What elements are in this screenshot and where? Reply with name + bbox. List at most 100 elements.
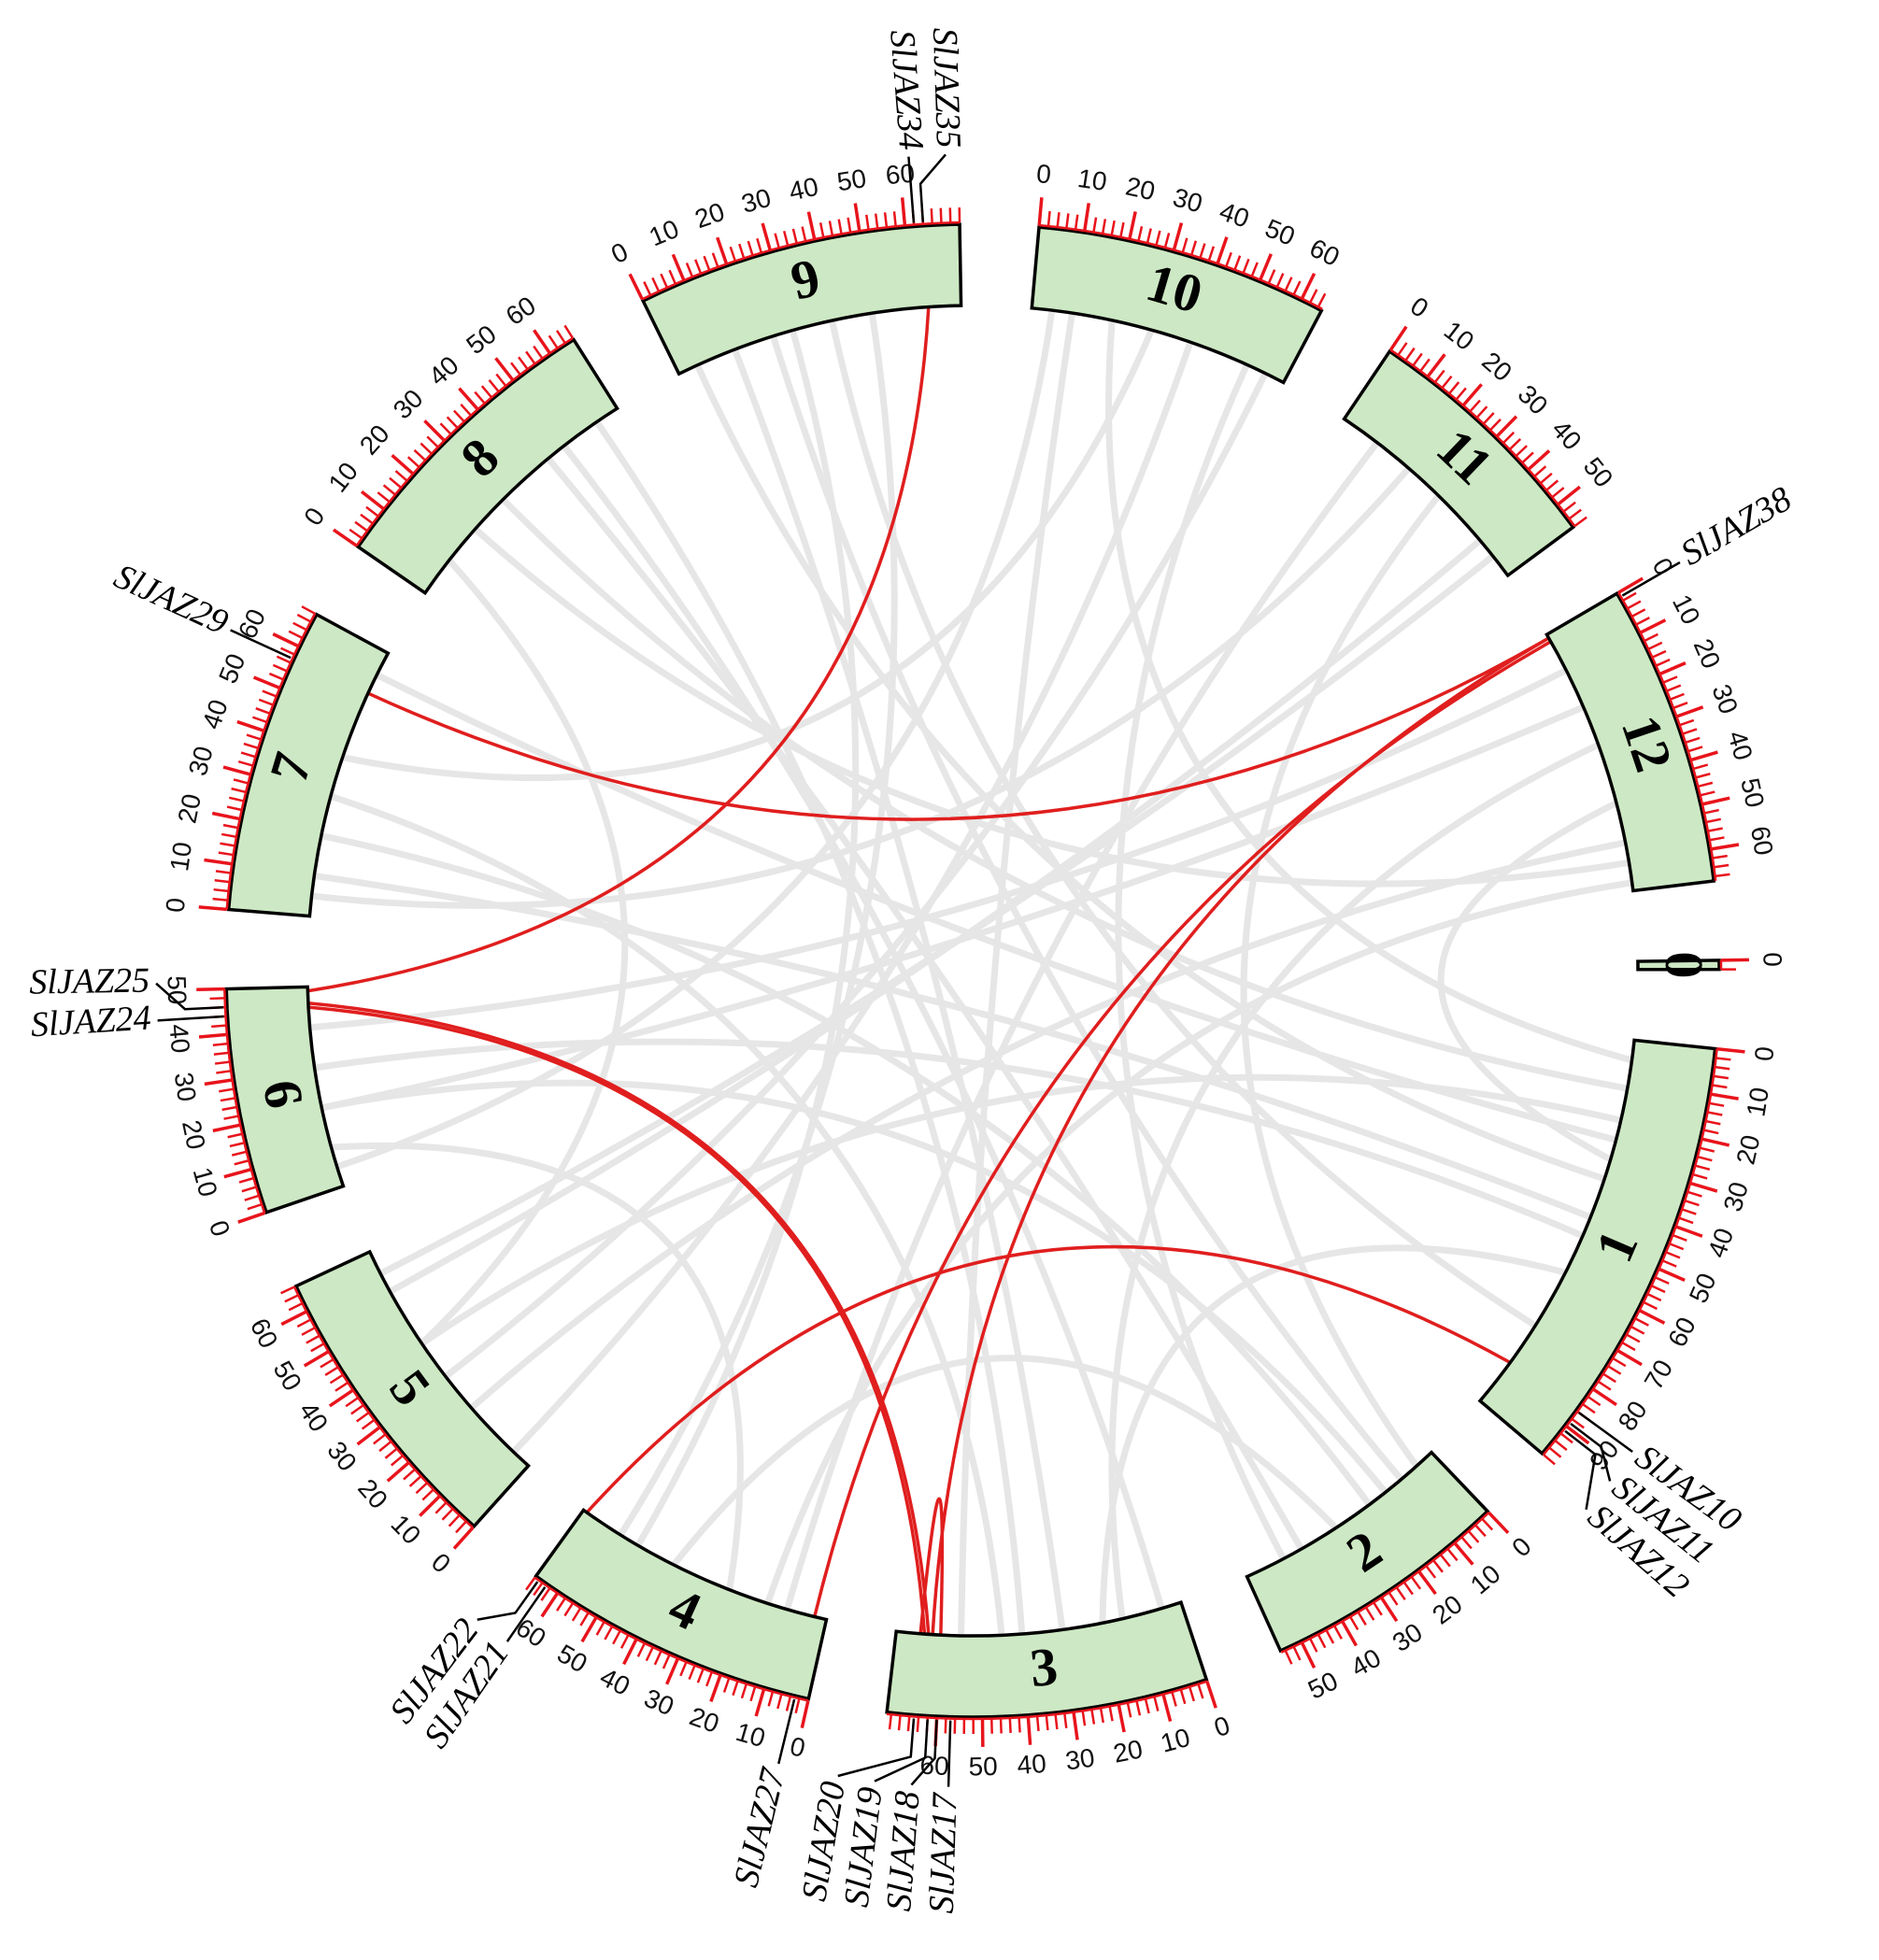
minor-tick xyxy=(563,1602,575,1617)
tick-label: 10 xyxy=(733,1717,769,1753)
minor-tick xyxy=(1284,1650,1293,1665)
minor-tick xyxy=(722,1677,731,1693)
minor-tick xyxy=(355,1412,370,1423)
minor-tick xyxy=(711,252,719,268)
background-link xyxy=(309,667,1568,1031)
minor-tick xyxy=(738,243,746,259)
gene-label: SlJAZ38 xyxy=(1674,479,1799,574)
tick-baseline xyxy=(222,988,266,1214)
minor-tick xyxy=(1626,1333,1641,1343)
minor-tick xyxy=(222,823,238,830)
link xyxy=(367,636,1550,821)
minor-tick xyxy=(571,1607,582,1622)
minor-tick xyxy=(226,805,242,812)
minor-tick xyxy=(1714,863,1730,869)
minor-tick xyxy=(1646,1292,1662,1302)
minor-tick xyxy=(474,391,486,405)
minor-tick xyxy=(211,1024,227,1029)
links xyxy=(307,306,1552,1636)
background-link xyxy=(618,312,898,1537)
major-tick xyxy=(1037,197,1044,226)
major-tick xyxy=(1675,705,1704,718)
minor-tick xyxy=(1709,836,1725,842)
minor-tick xyxy=(1635,617,1650,626)
minor-tick xyxy=(1621,1341,1636,1352)
minor-tick xyxy=(1695,1164,1711,1172)
minor-tick xyxy=(1698,781,1714,788)
minor-tick xyxy=(555,330,566,344)
tick-label: 20 xyxy=(354,419,395,461)
minor-tick xyxy=(446,416,459,429)
link xyxy=(307,1005,927,1635)
background-links xyxy=(309,309,1633,1636)
chromosome-label: 3 xyxy=(1027,1636,1060,1699)
minor-tick xyxy=(1325,1629,1335,1644)
major-tick xyxy=(1388,325,1408,351)
minor-tick xyxy=(280,646,295,656)
major-tick xyxy=(212,1123,241,1133)
minor-tick xyxy=(1661,1259,1677,1268)
tick-label: 60 xyxy=(233,604,271,644)
gene-leader xyxy=(837,1718,916,1778)
major-tick xyxy=(494,357,515,382)
minor-tick xyxy=(335,1381,349,1392)
minor-tick xyxy=(1551,487,1565,499)
major-tick xyxy=(709,1674,722,1702)
minor-tick xyxy=(1687,1190,1702,1198)
minor-tick xyxy=(1045,1714,1049,1731)
minor-tick xyxy=(1715,1057,1731,1061)
major-tick xyxy=(1675,1225,1703,1238)
minor-tick xyxy=(434,1501,448,1514)
minor-tick xyxy=(1705,817,1721,824)
minor-tick xyxy=(213,1051,229,1056)
tick-label: 20 xyxy=(177,1117,211,1152)
minor-tick xyxy=(1644,632,1658,643)
tick-label: 0 xyxy=(606,237,633,270)
minor-tick xyxy=(1508,438,1522,450)
minor-tick xyxy=(1715,873,1730,878)
minor-tick xyxy=(865,214,870,230)
minor-tick xyxy=(219,1087,235,1093)
minor-tick xyxy=(1046,211,1051,227)
major-tick xyxy=(1495,415,1518,438)
minor-tick xyxy=(310,1342,325,1353)
major-tick xyxy=(1300,272,1317,300)
chromosome xyxy=(355,337,619,596)
minor-tick xyxy=(1666,684,1682,692)
minor-tick xyxy=(221,1105,237,1112)
minor-tick xyxy=(391,1455,404,1467)
major-tick xyxy=(1592,1387,1617,1407)
minor-tick xyxy=(679,1661,688,1677)
tick-label: 80 xyxy=(1613,1396,1653,1436)
minor-tick xyxy=(662,1654,671,1669)
tick-label: 50 xyxy=(213,649,250,688)
minor-tick xyxy=(518,356,529,370)
major-tick xyxy=(1379,1597,1399,1623)
link xyxy=(918,1497,945,1636)
minor-tick xyxy=(782,231,790,247)
major-tick xyxy=(1616,1349,1643,1367)
tick-label: 30 xyxy=(183,743,219,778)
minor-tick xyxy=(1692,1172,1708,1180)
minor-tick xyxy=(268,672,284,681)
minor-tick xyxy=(1521,451,1534,464)
minor-tick xyxy=(262,689,278,698)
minor-tick xyxy=(774,233,780,249)
minor-tick xyxy=(703,255,711,271)
minor-tick xyxy=(525,1576,536,1591)
minor-tick xyxy=(619,1634,630,1649)
major-tick xyxy=(1453,1541,1474,1566)
major-tick xyxy=(1689,1181,1718,1193)
tick-label: 10 xyxy=(1439,316,1480,357)
minor-tick xyxy=(883,212,889,228)
background-link xyxy=(375,672,1617,1143)
background-link xyxy=(331,1142,744,1591)
tick-label: 10 xyxy=(645,214,683,252)
minor-tick xyxy=(1357,1611,1367,1626)
minor-tick xyxy=(1388,1591,1399,1606)
minor-tick xyxy=(729,246,737,262)
tick-label: 30 xyxy=(640,1683,678,1722)
minor-tick xyxy=(1597,1380,1612,1391)
minor-tick xyxy=(216,1070,232,1074)
minor-tick xyxy=(1703,1129,1719,1135)
